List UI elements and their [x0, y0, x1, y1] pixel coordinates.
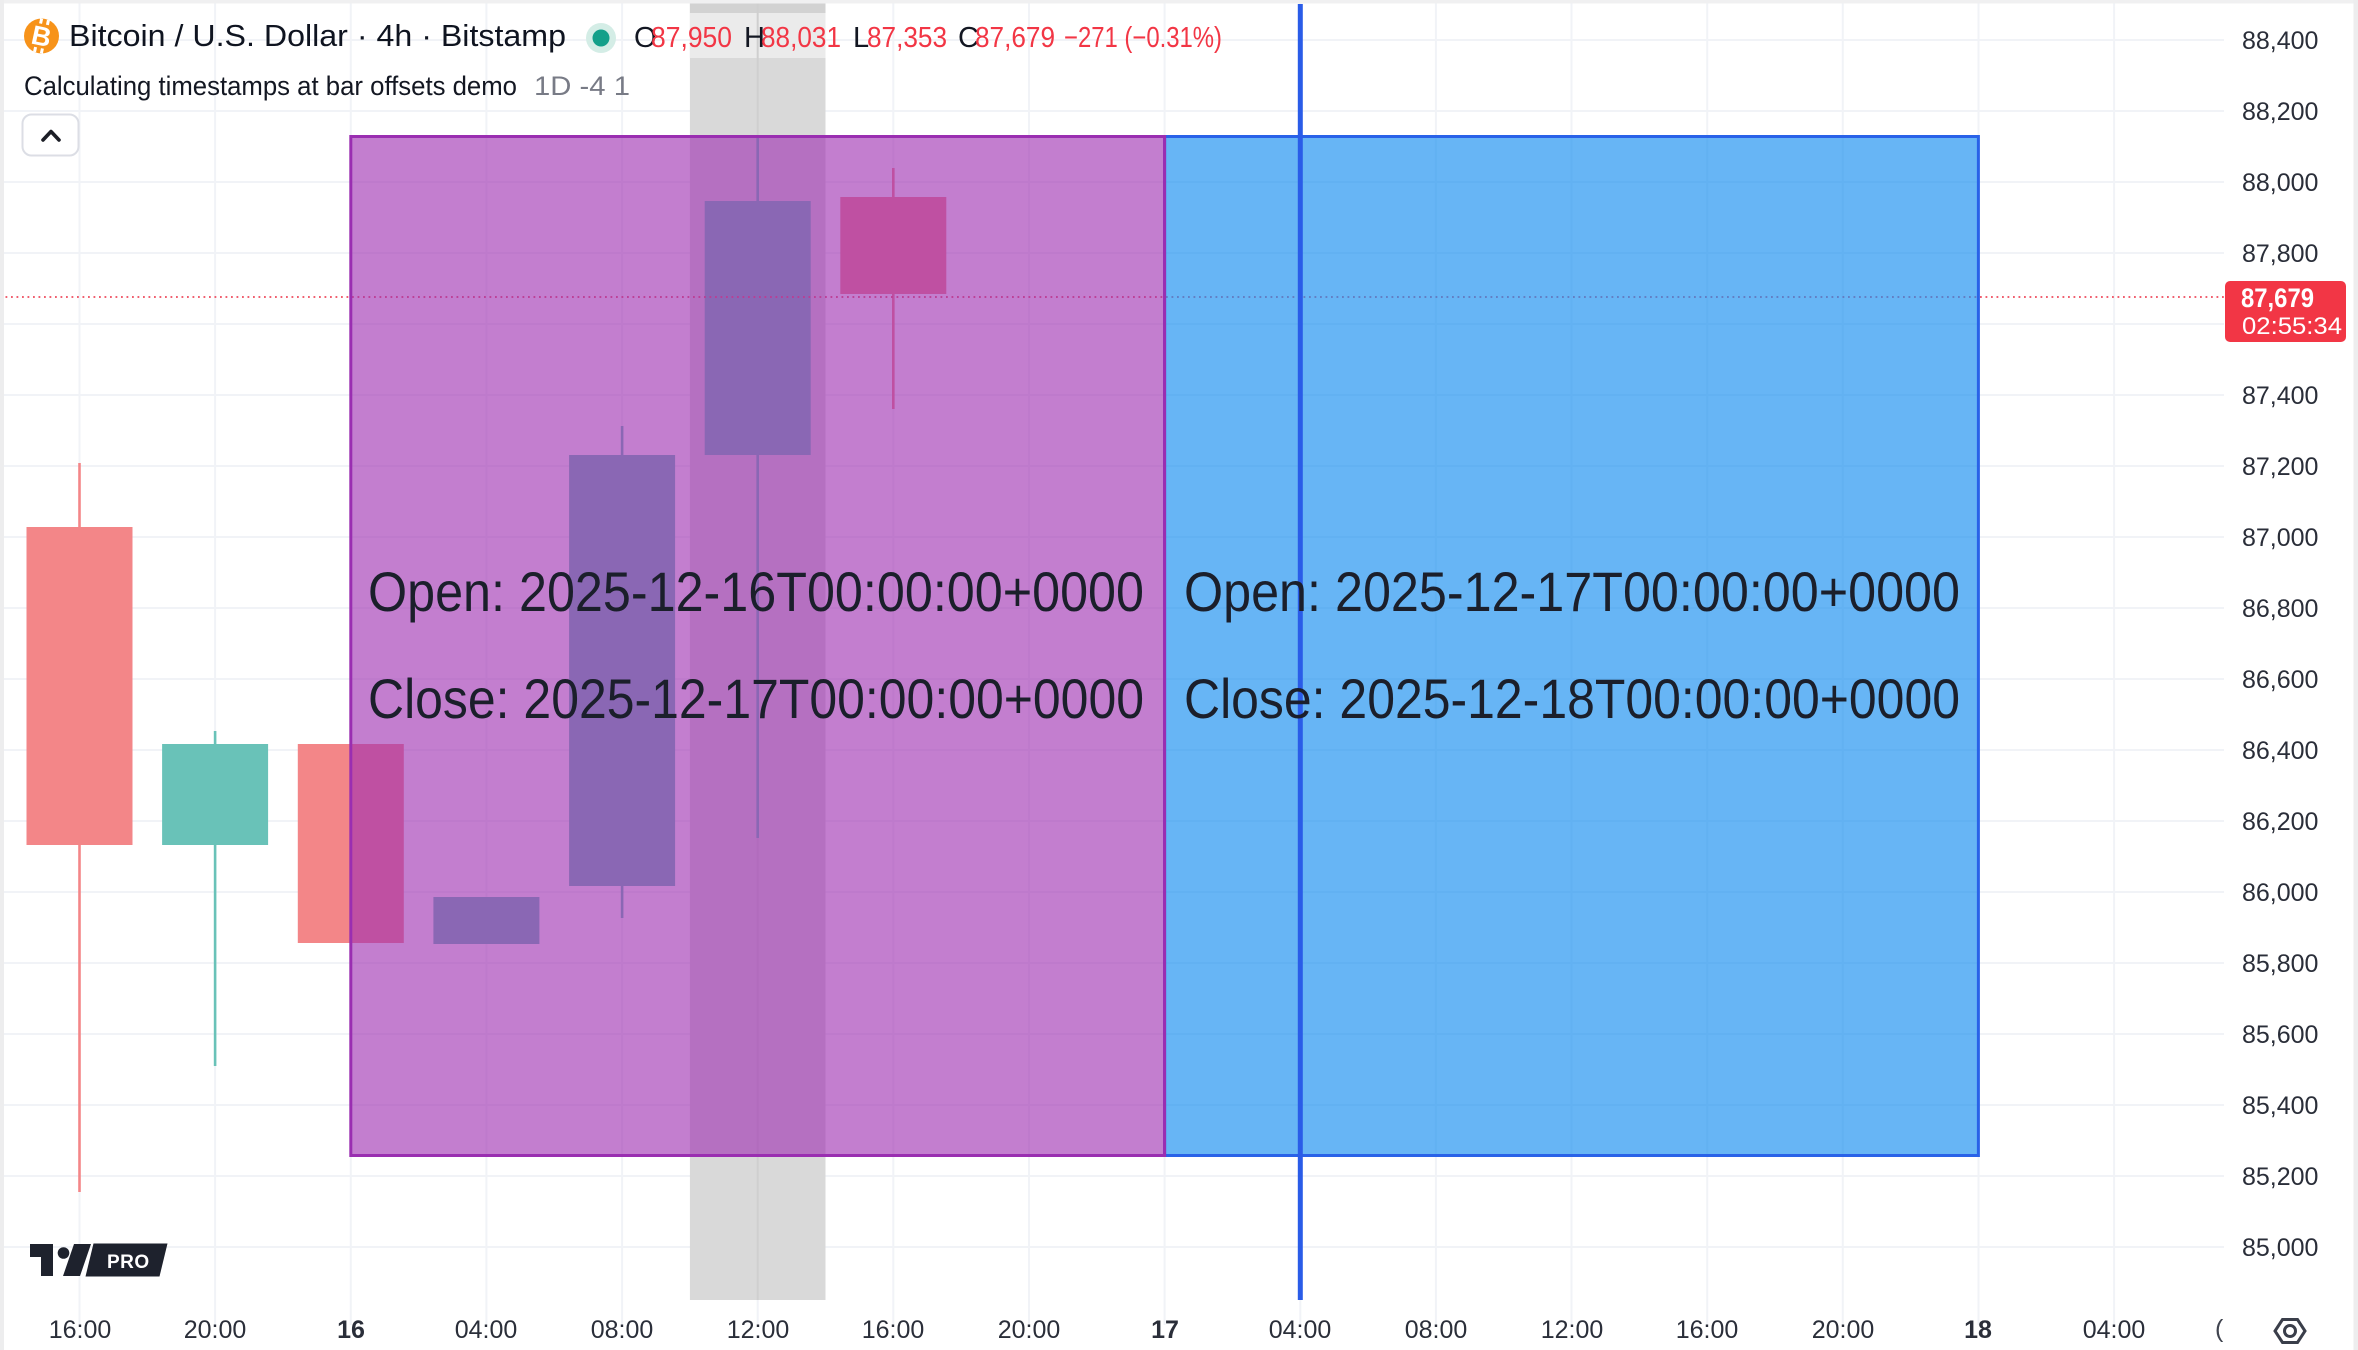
svg-text:88,200: 88,200: [2242, 98, 2318, 126]
svg-text:Calculating timestamps at bar: Calculating timestamps at bar offsets de…: [24, 71, 517, 101]
svg-text:H: H: [744, 22, 765, 54]
svg-text:86,000: 86,000: [2242, 879, 2318, 907]
svg-text:Open: 2025-12-16T00:00:00+0000: Open: 2025-12-16T00:00:00+0000: [368, 560, 1144, 623]
svg-text:16:00: 16:00: [1676, 1316, 1739, 1344]
svg-text:04:00: 04:00: [1269, 1316, 1332, 1344]
svg-text:85,000: 85,000: [2242, 1234, 2318, 1262]
svg-text:88,400: 88,400: [2242, 27, 2318, 55]
svg-text:87,200: 87,200: [2242, 453, 2318, 481]
svg-text:85,800: 85,800: [2242, 950, 2318, 978]
svg-text:12:00: 12:00: [727, 1316, 790, 1344]
svg-text:86,200: 86,200: [2242, 808, 2318, 836]
svg-text:08:00: 08:00: [591, 1316, 654, 1344]
svg-text:20:00: 20:00: [1812, 1316, 1875, 1344]
svg-text:87,000: 87,000: [2242, 524, 2318, 552]
svg-text:86,400: 86,400: [2242, 737, 2318, 765]
svg-text:85,600: 85,600: [2242, 1021, 2318, 1049]
svg-text:20:00: 20:00: [184, 1316, 247, 1344]
svg-text:87,679: 87,679: [2241, 283, 2314, 313]
svg-text:1D -4 1: 1D -4 1: [534, 71, 630, 101]
svg-text:Close: 2025-12-18T00:00:00+000: Close: 2025-12-18T00:00:00+0000: [1184, 667, 1960, 730]
svg-text:87,950: 87,950: [651, 22, 732, 54]
svg-text:86,600: 86,600: [2242, 666, 2318, 694]
svg-text:12:00: 12:00: [1541, 1316, 1604, 1344]
svg-text:02:55:34: 02:55:34: [2242, 313, 2342, 340]
svg-text:87,400: 87,400: [2242, 382, 2318, 410]
svg-text:Close: 2025-12-17T00:00:00+000: Close: 2025-12-17T00:00:00+0000: [368, 667, 1144, 730]
svg-text:16:00: 16:00: [49, 1316, 112, 1344]
svg-text:O: O: [634, 22, 657, 54]
svg-text:L: L: [853, 22, 869, 54]
svg-text:08:00: 08:00: [1405, 1316, 1468, 1344]
svg-text:17: 17: [1151, 1316, 1179, 1344]
svg-text:88,000: 88,000: [2242, 169, 2318, 197]
svg-text:85,200: 85,200: [2242, 1163, 2318, 1191]
svg-text:20:00: 20:00: [998, 1316, 1061, 1344]
svg-text:−271 (−0.31%): −271 (−0.31%): [1064, 22, 1222, 54]
svg-text:87,679: 87,679: [975, 22, 1055, 54]
svg-text:04:00: 04:00: [2083, 1316, 2146, 1344]
svg-text:Open: 2025-12-17T00:00:00+0000: Open: 2025-12-17T00:00:00+0000: [1184, 560, 1960, 623]
svg-text:(: (: [2215, 1315, 2224, 1343]
svg-text:87,800: 87,800: [2242, 240, 2318, 268]
svg-text:Bitcoin / U.S. Dollar · 4h · B: Bitcoin / U.S. Dollar · 4h · Bitstamp: [69, 18, 566, 53]
svg-text:C: C: [958, 22, 979, 54]
svg-text:16: 16: [337, 1316, 365, 1344]
svg-text:18: 18: [1964, 1316, 1992, 1344]
svg-text:04:00: 04:00: [455, 1316, 518, 1344]
svg-text:16:00: 16:00: [862, 1316, 925, 1344]
svg-text:88,031: 88,031: [761, 22, 841, 54]
svg-text:87,353: 87,353: [867, 22, 947, 54]
svg-text:85,400: 85,400: [2242, 1092, 2318, 1120]
svg-text:PRO: PRO: [107, 1252, 150, 1273]
svg-text:86,800: 86,800: [2242, 595, 2318, 623]
